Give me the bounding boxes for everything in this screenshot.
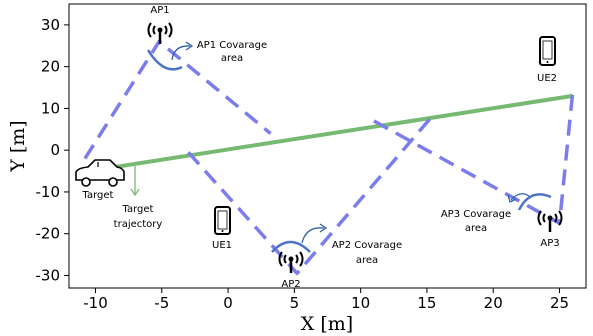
beam-ap2 — [187, 113, 435, 276]
ap1-coverage-label: AP1 Covarage — [197, 40, 267, 51]
ap1-coverage-label-2: area — [221, 53, 243, 64]
x-tick-label: 10 — [351, 294, 370, 312]
x-tick-label: 25 — [550, 294, 569, 312]
axis-ticks: -10 -5 0 5 10 15 20 25 30 20 10 0 -10 -20 -30 — [36, 16, 570, 312]
ue1-phone-icon — [214, 206, 231, 235]
ap2-coverage-label-2: area — [356, 255, 378, 266]
x-tick-label: 15 — [417, 294, 436, 312]
ap2-callout-arrowhead — [319, 223, 328, 233]
x-tick-label: -5 — [154, 294, 169, 312]
ap3-coverage-arc — [517, 193, 552, 211]
y-tick-label: 20 — [41, 58, 60, 76]
beam-paths — [83, 39, 575, 276]
ap3-label: AP3 — [540, 238, 559, 249]
x-tick-label: 5 — [290, 294, 300, 312]
ap3-antenna-icon — [537, 210, 563, 232]
ap1-label: AP1 — [150, 5, 169, 16]
ue1-label: UE1 — [212, 240, 232, 251]
trajectory-line — [88, 93, 574, 174]
y-axis-label: Y [m] — [7, 120, 29, 172]
y-tick-label: 10 — [41, 99, 60, 117]
ap2-callout-arrow — [301, 227, 325, 244]
plot-area — [68, 3, 587, 289]
ap2-coverage-label: AP2 Covarage — [332, 240, 402, 251]
trajectory-arrowhead — [130, 188, 140, 197]
ap3-coverage-label-2: area — [465, 223, 487, 234]
y-tick-label: -20 — [36, 225, 61, 243]
ap1-callout-arrow — [171, 45, 191, 61]
x-tick-label: -10 — [83, 294, 108, 312]
ap3-callout-arrowhead — [507, 194, 517, 203]
y-tick-label: 0 — [50, 141, 60, 159]
ap2-coverage-arc — [271, 240, 311, 253]
target-label: Target — [82, 190, 114, 201]
ap1-callout-arrowhead — [185, 41, 194, 51]
x-tick-label: 0 — [223, 294, 233, 312]
ue2-label: UE2 — [537, 73, 557, 84]
ap2-antenna-icon — [278, 251, 304, 273]
y-tick-label: -30 — [36, 266, 61, 284]
y-tick-label: -10 — [36, 183, 61, 201]
trajectory-label: Target — [122, 204, 154, 215]
ue2-phone-icon — [539, 36, 556, 66]
ap1-coverage-arc — [146, 49, 183, 71]
ap3-callout-arrow — [510, 193, 530, 201]
ap3-coverage-label: AP3 Covarage — [441, 209, 511, 220]
y-tick-label: 30 — [41, 16, 60, 34]
x-axis-label: X [m] — [301, 313, 353, 335]
target-car-icon — [75, 159, 125, 187]
ap1-antenna-icon — [147, 22, 173, 44]
trajectory-label-2: trajectory — [114, 219, 163, 230]
ap2-label: AP2 — [281, 279, 300, 290]
x-tick-label: 20 — [484, 294, 503, 312]
target-trajectory — [88, 93, 574, 174]
